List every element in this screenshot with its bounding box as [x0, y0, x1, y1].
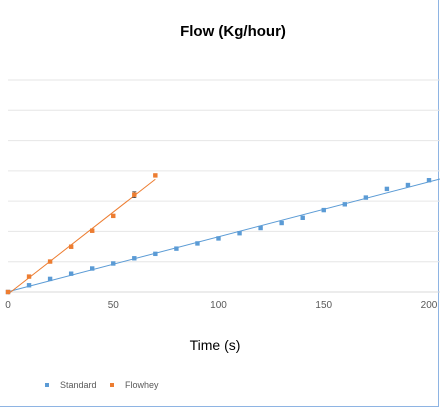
x-tick-label: 50	[108, 300, 120, 311]
x-tick-label: 100	[210, 300, 227, 311]
data-point-flowhey	[111, 213, 116, 219]
legend-label-standard: Standard	[60, 380, 97, 390]
data-point-standard	[132, 256, 137, 261]
chart-title: Flow (Kg/hour)	[180, 23, 286, 40]
data-point-standard	[363, 195, 369, 200]
legend-marker-standard	[45, 383, 49, 387]
data-point-standard	[174, 246, 179, 251]
trendline-flowhey	[7, 178, 156, 295]
data-point-standard	[405, 182, 411, 188]
data-point-standard	[90, 266, 95, 271]
data-point-standard	[195, 241, 200, 246]
data-point-flowhey	[90, 228, 95, 233]
trend-lines	[7, 178, 440, 295]
data-point-standard	[279, 220, 284, 226]
data-point-standard	[300, 215, 305, 220]
grid-lines	[8, 79, 440, 263]
x-tick-label: 0	[5, 300, 11, 311]
data-point-flowhey	[5, 289, 11, 295]
x-axis-label: Time (s)	[190, 337, 241, 353]
legend-label-flowhey: Flowhey	[125, 380, 159, 390]
data-point-standard	[68, 271, 74, 276]
data-point-flowhey	[26, 274, 32, 279]
data-point-flowhey	[153, 173, 158, 178]
data-point-flowhey	[68, 244, 74, 249]
data-point-standard	[237, 231, 242, 236]
legend-marker-flowhey	[110, 383, 114, 387]
x-tick-labels: 0 50 100 150 200	[5, 300, 438, 311]
data-point-standard	[321, 207, 326, 213]
legend: Standard Flowhey	[45, 380, 159, 390]
data-point-standard	[153, 251, 158, 257]
data-point-standard	[26, 283, 32, 288]
data-point-standard	[111, 261, 116, 266]
data-point-standard	[426, 178, 432, 183]
data-point-flowhey	[132, 192, 137, 197]
x-tick-label: 150	[315, 300, 332, 311]
data-point-flowhey	[47, 259, 53, 264]
data-point-standard	[384, 186, 390, 192]
data-point-standard	[47, 276, 53, 282]
data-points	[5, 173, 432, 295]
x-tick-label: 200	[421, 300, 438, 311]
data-point-standard	[258, 225, 263, 231]
data-point-standard	[342, 202, 347, 207]
data-point-standard	[216, 236, 221, 241]
